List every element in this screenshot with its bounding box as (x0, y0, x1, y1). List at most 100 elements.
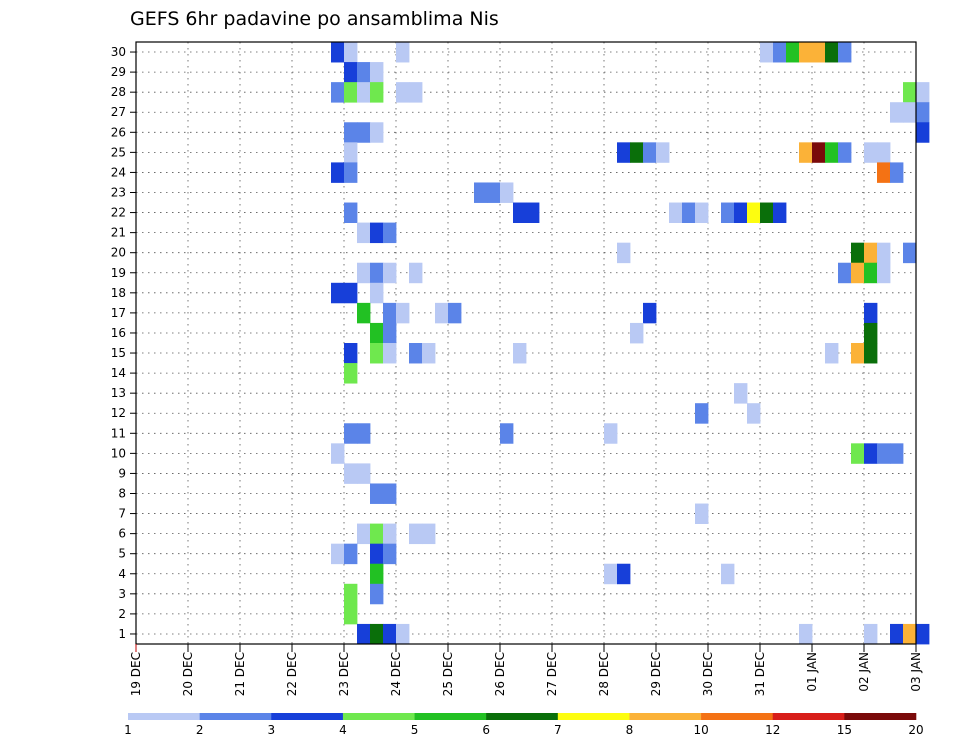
heatmap-cell (890, 162, 904, 183)
heatmap-cells (331, 42, 930, 645)
legend-swatch (199, 713, 272, 720)
heatmap-cell (357, 523, 371, 545)
heatmap-cell (500, 423, 514, 444)
y-tick-label: 8 (118, 487, 126, 501)
heatmap-cell (877, 443, 891, 464)
legend-swatch (486, 713, 559, 720)
heatmap-cell (760, 42, 774, 63)
heatmap-cell (357, 423, 371, 444)
heatmap-cell (864, 142, 878, 163)
y-tick-label: 28 (111, 85, 126, 99)
y-tick-label: 10 (111, 446, 126, 460)
heatmap-cell (370, 483, 384, 504)
heatmap-cell (916, 122, 930, 143)
heatmap-cell (344, 463, 358, 484)
heatmap-cell (864, 443, 878, 464)
heatmap-cell (396, 623, 410, 645)
legend-tick-label: 3 (267, 723, 275, 737)
heatmap-cell (851, 343, 865, 364)
x-tick-label: 27 DEC (545, 652, 559, 696)
heatmap-cell (903, 242, 917, 264)
heatmap-cell (357, 222, 371, 244)
heatmap-cell (344, 162, 358, 183)
y-tick-label: 21 (111, 226, 126, 240)
heatmap-cell (773, 202, 787, 223)
heatmap-cell (357, 122, 371, 143)
y-tick-label: 12 (111, 406, 126, 420)
y-tick-label: 16 (111, 326, 126, 340)
legend-tick-label: 6 (482, 723, 490, 737)
colorbar-legend: 1 2 3 4 5 6 7 8 10 12 15 20 (124, 713, 924, 737)
y-tick-label: 23 (111, 186, 126, 200)
heatmap-cell (331, 443, 345, 464)
heatmap-cell (331, 82, 345, 103)
x-tick-label: 19 DEC (129, 652, 143, 696)
heatmap-cell (903, 102, 917, 123)
x-tick-label: 30 DEC (701, 652, 715, 696)
heatmap-cell (370, 82, 384, 103)
heatmap-cell (370, 343, 384, 364)
heatmap-cell (903, 82, 917, 103)
heatmap-cell (513, 202, 527, 223)
heatmap-cell (656, 142, 670, 163)
heatmap-cell (357, 302, 371, 324)
heatmap-cell (721, 563, 735, 585)
heatmap-cell (396, 82, 410, 103)
heatmap-cell (513, 343, 527, 364)
heatmap-cell (916, 102, 930, 123)
y-tick-label: 17 (111, 306, 126, 320)
heatmap-cell (695, 403, 709, 424)
heatmap-cell (383, 483, 397, 504)
heatmap-cell (357, 262, 371, 284)
x-tick-label: 28 DEC (597, 652, 611, 696)
y-axis: 1234567891011121314151617181920212223242… (111, 45, 136, 641)
heatmap-cell (695, 503, 709, 524)
heatmap-cell (877, 242, 891, 264)
chart-title: GEFS 6hr padavine po ansamblima Nis (130, 8, 499, 30)
heatmap-cell (370, 583, 384, 605)
heatmap-cell (526, 202, 540, 223)
heatmap-cell (344, 202, 358, 223)
heatmap-cell (864, 322, 878, 344)
heatmap-cell (799, 623, 813, 645)
heatmap-cell (396, 302, 410, 324)
heatmap-cell (344, 122, 358, 143)
heatmap-cell (734, 383, 748, 404)
y-tick-label: 20 (111, 246, 126, 260)
heatmap-cell (344, 142, 358, 163)
x-tick-label: 24 DEC (389, 652, 403, 696)
y-tick-label: 11 (111, 426, 126, 440)
y-tick-label: 9 (118, 466, 126, 480)
heatmap-cell (383, 523, 397, 545)
heatmap-cell (344, 603, 358, 625)
heatmap-cell (370, 62, 384, 83)
heatmap-cell (630, 322, 644, 344)
legend-swatch (414, 713, 487, 720)
legend-swatch (844, 713, 917, 720)
y-tick-label: 26 (111, 125, 126, 139)
y-tick-label: 24 (111, 165, 126, 179)
heatmap-cell (383, 302, 397, 324)
x-tick-label: 26 DEC (493, 652, 507, 696)
heatmap-cell (838, 142, 852, 163)
heatmap-cell (331, 162, 345, 183)
heatmap-cell (864, 242, 878, 264)
heatmap-cell (890, 623, 904, 645)
heatmap-cell (383, 343, 397, 364)
heatmap-cell (383, 623, 397, 645)
heatmap-cell (383, 222, 397, 244)
y-tick-label: 25 (111, 145, 126, 159)
heatmap-cell (617, 242, 631, 264)
heatmap-cell (409, 262, 423, 284)
heatmap-cell (396, 42, 410, 63)
heatmap-cell (331, 42, 345, 63)
heatmap-cell (344, 282, 358, 304)
heatmap-cell (825, 142, 839, 163)
plot-frame (135, 41, 917, 645)
heatmap-cell (643, 142, 657, 163)
x-tick-label: 01 JAN (805, 652, 819, 692)
heatmap-cell (409, 82, 423, 103)
heatmap-cell (825, 343, 839, 364)
heatmap-cell (890, 102, 904, 123)
